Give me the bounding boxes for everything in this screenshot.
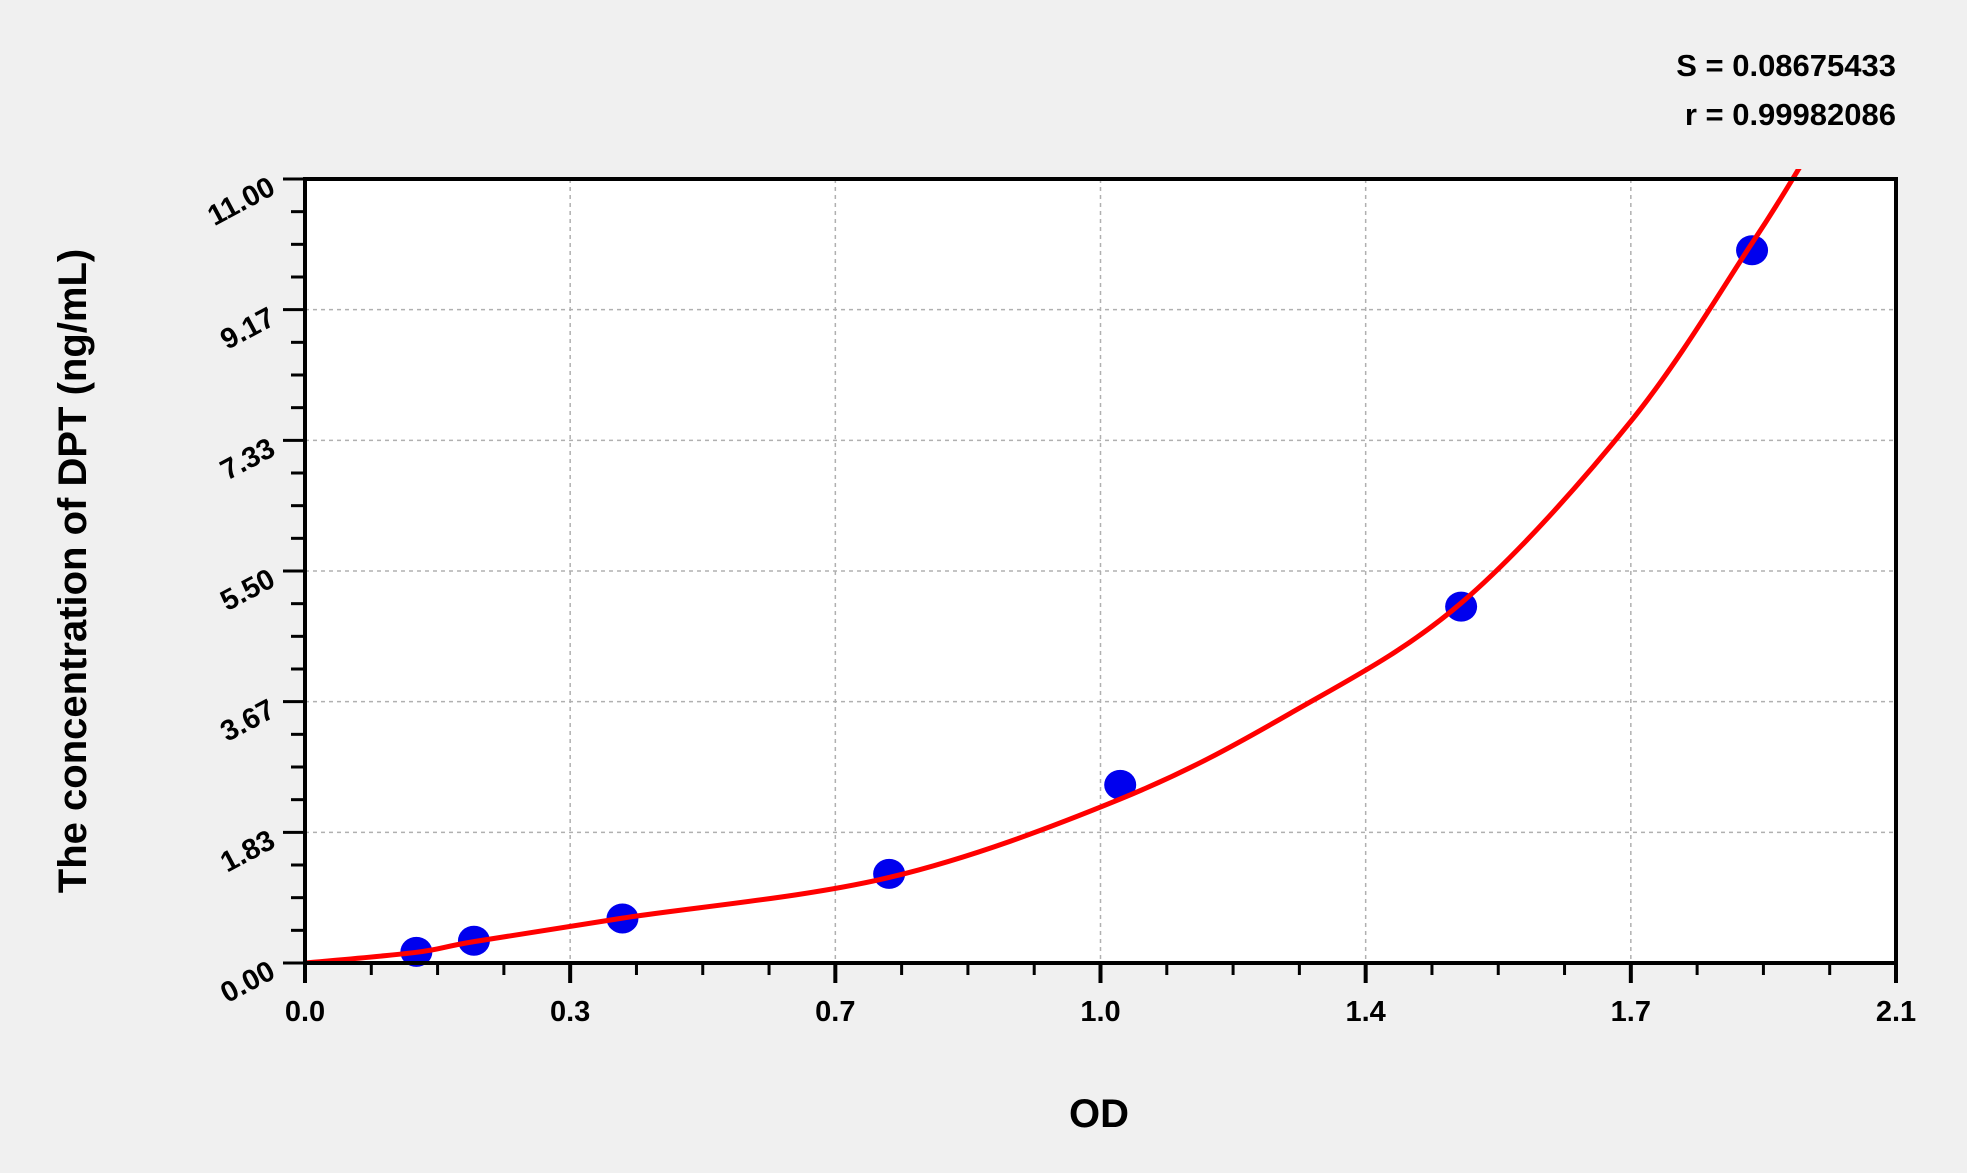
data-point xyxy=(1104,769,1137,800)
stat-r: r = 0.99982086 xyxy=(1685,97,1896,132)
fit-curve xyxy=(305,169,1802,963)
plot-frame xyxy=(303,177,1898,965)
x-tick-label: 0.0 xyxy=(285,996,325,1028)
x-tick-label: 2.1 xyxy=(1876,996,1916,1028)
x-tick-label: 1.4 xyxy=(1346,996,1386,1028)
x-tick-label: 0.3 xyxy=(550,996,590,1028)
x-tick-label: 1.0 xyxy=(1080,996,1120,1028)
y-axis-title: The concentration of DPT (ng/mL) xyxy=(51,249,95,893)
x-tick-label: 0.7 xyxy=(815,996,855,1028)
grid xyxy=(305,179,1896,963)
x-axis-title: OD xyxy=(1069,1092,1129,1136)
fit-curve-group xyxy=(305,169,1802,963)
x-tick-label: 1.7 xyxy=(1611,996,1651,1028)
stat-s: S = 0.08675433 xyxy=(1676,48,1896,83)
